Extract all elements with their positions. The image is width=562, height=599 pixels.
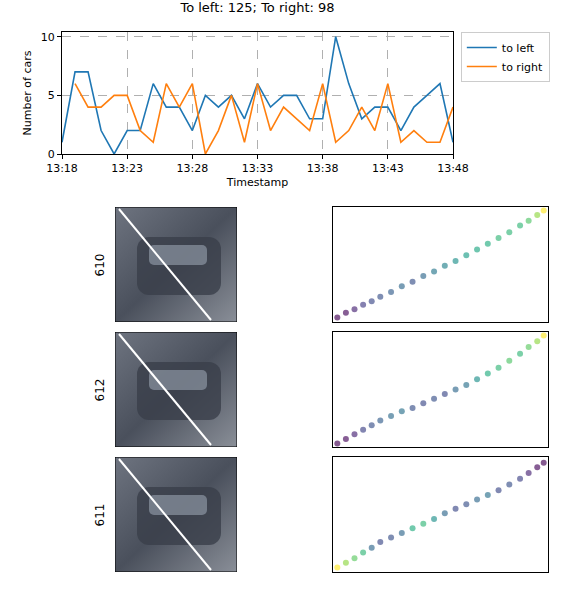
html-text:611: 611: [92, 503, 106, 526]
svg-text:Timestamp: Timestamp: [226, 176, 288, 189]
svg-text:13:43: 13:43: [372, 162, 404, 175]
svg-text:to left: to left: [502, 42, 535, 55]
svg-text:5: 5: [48, 89, 55, 102]
svg-text:to right: to right: [502, 61, 543, 74]
svg-text:13:28: 13:28: [176, 162, 208, 175]
svg-text:10: 10: [41, 31, 55, 44]
svg-text:Number of cars: Number of cars: [21, 50, 34, 135]
svg-text:13:23: 13:23: [111, 162, 143, 175]
svg-text:0: 0: [48, 148, 55, 161]
html-text:610: 610: [92, 253, 106, 276]
svg-text:13:38: 13:38: [307, 162, 339, 175]
svg-text:To left: 125; To right: 98: To left: 125; To right: 98: [179, 0, 334, 15]
svg-text:13:33: 13:33: [242, 162, 274, 175]
html-text:612: 612: [92, 378, 106, 401]
svg-text:13:18: 13:18: [46, 162, 78, 175]
svg-text:13:48: 13:48: [437, 162, 469, 175]
